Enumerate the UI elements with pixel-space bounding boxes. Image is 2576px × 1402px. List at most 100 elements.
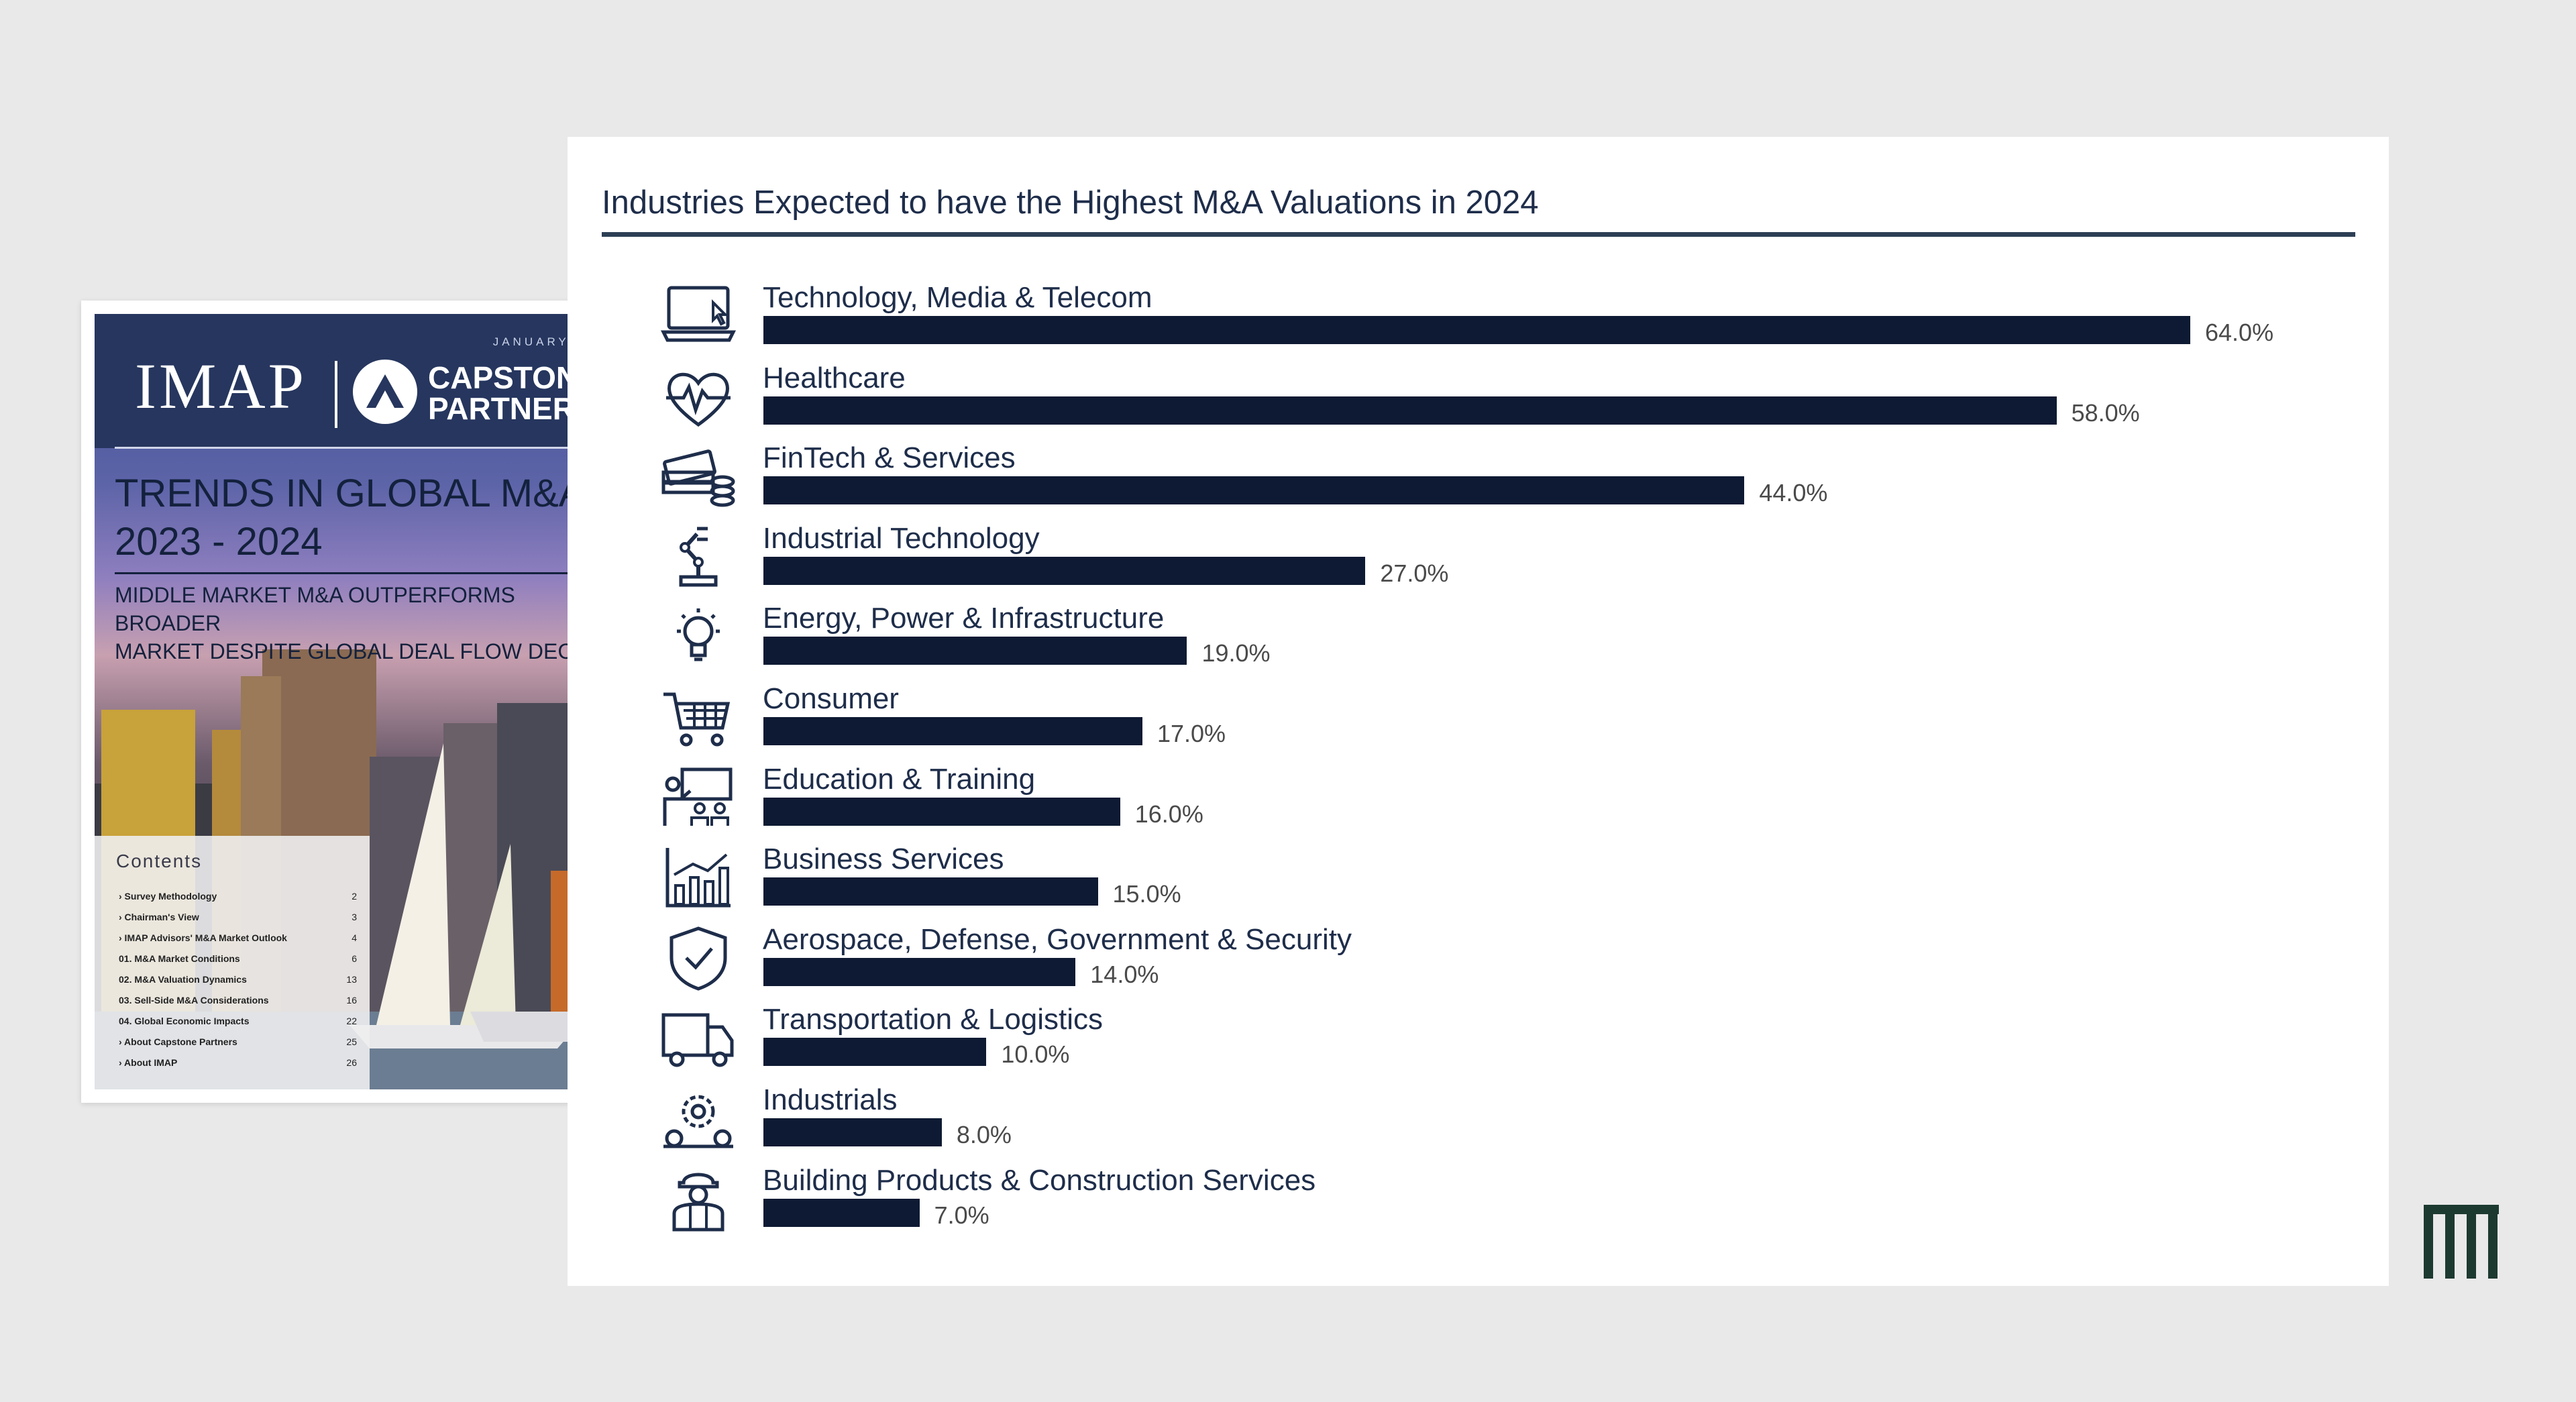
gears-icon: [658, 1085, 739, 1152]
category-label: FinTech & Services: [763, 441, 1016, 475]
contents-item-page: 4: [352, 932, 357, 943]
contents-item: 01. M&A Market Conditions 6: [119, 953, 357, 964]
data-label: 15.0%: [1112, 880, 1181, 908]
contents-item-page: 25: [346, 1036, 357, 1047]
bar: [763, 877, 1098, 906]
category-label: Consumer: [763, 682, 899, 715]
data-label: 27.0%: [1380, 559, 1449, 587]
construction-worker-icon: [658, 1165, 739, 1232]
contents-item: › About Capstone Partners 25: [119, 1036, 357, 1047]
lightbulb-icon: [658, 603, 739, 670]
contents-item-page: 6: [352, 953, 357, 964]
data-label: 44.0%: [1759, 479, 1828, 507]
category-label: Aerospace, Defense, Government & Securit…: [763, 922, 1352, 956]
bar-row: Business Services 15.0%: [568, 843, 2389, 923]
bar-row: Aerospace, Defense, Government & Securit…: [568, 923, 2389, 1004]
bar-row: Building Products & Construction Service…: [568, 1164, 2389, 1244]
contents-item-page: 13: [346, 974, 357, 985]
category-label: Education & Training: [763, 762, 1036, 796]
cover-contents-panel: Contents › Survey Methodology 2 › Chairman…: [95, 836, 370, 1089]
contents-item-page: 16: [346, 995, 357, 1006]
category-label: Technology, Media & Telecom: [763, 281, 1152, 314]
data-label: 19.0%: [1201, 639, 1271, 667]
chart-card: Industries Expected to have the Highest …: [568, 137, 2389, 1286]
chart-title: Industries Expected to have the Highest …: [602, 184, 1539, 221]
money-stack-icon: [658, 443, 739, 510]
category-label: Transportation & Logistics: [763, 1003, 1104, 1036]
bar: [763, 637, 1187, 665]
data-label: 64.0%: [2205, 319, 2274, 346]
cover-artwork: JANUARY 2024 IMAP CAPSTONE PARTNERS TREN…: [95, 314, 635, 1089]
delivery-truck-icon: [658, 1004, 739, 1071]
bar-row: Transportation & Logistics 10.0%: [568, 1003, 2389, 1083]
contents-item-label: 02. M&A Valuation Dynamics: [119, 974, 247, 985]
shield-check-icon: [658, 924, 739, 991]
category-label: Business Services: [763, 843, 1004, 876]
data-label: 17.0%: [1157, 720, 1226, 747]
bar: [763, 476, 1745, 505]
bar-row: Industrial Technology 27.0%: [568, 522, 2389, 602]
logo-divider: [335, 361, 337, 428]
bar-row: Healthcare 58.0%: [568, 362, 2389, 442]
bar-row: Energy, Power & Infrastructure 19.0%: [568, 602, 2389, 682]
cover-title-rule: [115, 572, 614, 574]
bar: [763, 1118, 942, 1146]
robotic-arm-icon: [658, 523, 739, 590]
contents-item: 04. Global Economic Impacts 22: [119, 1016, 357, 1026]
contents-item-label: › About IMAP: [119, 1057, 178, 1068]
bar: [763, 797, 1120, 826]
teacher-board-icon: [658, 764, 739, 831]
bar-row: Education & Training 16.0%: [568, 763, 2389, 843]
data-label: 58.0%: [2071, 398, 2140, 427]
data-label: 7.0%: [934, 1201, 989, 1229]
category-label: Industrial Technology: [763, 521, 1040, 555]
bar: [763, 1198, 920, 1227]
shopping-cart-icon: [658, 684, 739, 751]
contents-item-label: › About Capstone Partners: [119, 1036, 237, 1047]
contents-item-label: 04. Global Economic Impacts: [119, 1016, 250, 1026]
bar: [763, 717, 1142, 745]
contents-item: 02. M&A Valuation Dynamics 13: [119, 974, 357, 985]
bar: [763, 1038, 987, 1067]
category-label: Industrials: [763, 1083, 898, 1116]
contents-item-label: › IMAP Advisors' M&A Market Outlook: [119, 932, 287, 943]
growth-chart-icon: [658, 844, 739, 911]
contents-item-label: › Survey Methodology: [119, 891, 217, 902]
heart-pulse-icon: [658, 363, 739, 430]
title-rule: [602, 232, 2355, 237]
bar: [763, 556, 1366, 585]
category-label: Healthcare: [763, 361, 906, 394]
cover-subtitle: MIDDLE MARKET M&A OUTPERFORMS BROADER MA…: [115, 583, 621, 663]
contents-item: › About IMAP 26: [119, 1057, 357, 1068]
data-label: 14.0%: [1090, 960, 1159, 988]
contents-heading: Contents: [116, 851, 203, 871]
bar-row: Technology, Media & Telecom 64.0%: [568, 281, 2389, 362]
contents-item-label: › Chairman's View: [119, 912, 199, 922]
data-label: 16.0%: [1134, 800, 1203, 828]
brand-logo-icon: [2424, 1205, 2499, 1279]
cover-title: TRENDS IN GLOBAL M&A 2023 - 2024: [115, 472, 585, 563]
bar-row: Industrials 8.0%: [568, 1083, 2389, 1164]
cover-header-rule: [115, 447, 614, 449]
contents-item: › Survey Methodology 2: [119, 891, 357, 902]
bar: [763, 316, 2190, 344]
bar-row: FinTech & Services 44.0%: [568, 441, 2389, 522]
bar: [763, 957, 1076, 986]
contents-item-page: 2: [352, 891, 357, 902]
category-label: Energy, Power & Infrastructure: [763, 602, 1165, 635]
contents-item: › IMAP Advisors' M&A Market Outlook 4: [119, 932, 357, 943]
bar: [763, 396, 2057, 425]
report-cover: JANUARY 2024 IMAP CAPSTONE PARTNERS TREN…: [81, 301, 648, 1103]
capstone-logo-icon: [353, 360, 417, 424]
category-label: Building Products & Construction Service…: [763, 1163, 1316, 1197]
contents-item-label: 01. M&A Market Conditions: [119, 953, 240, 964]
contents-item-page: 3: [352, 912, 357, 922]
imap-logo-text: IMAP: [135, 350, 307, 422]
contents-item-page: 26: [346, 1057, 357, 1068]
cover-header: JANUARY 2024 IMAP CAPSTONE PARTNERS: [95, 314, 635, 448]
contents-item: › Chairman's View 3: [119, 912, 357, 922]
laptop-cursor-icon: [658, 282, 739, 349]
contents-item-page: 22: [346, 1016, 357, 1026]
bar-row: Consumer 17.0%: [568, 682, 2389, 763]
contents-item: 03. Sell-Side M&A Considerations 16: [119, 995, 357, 1006]
